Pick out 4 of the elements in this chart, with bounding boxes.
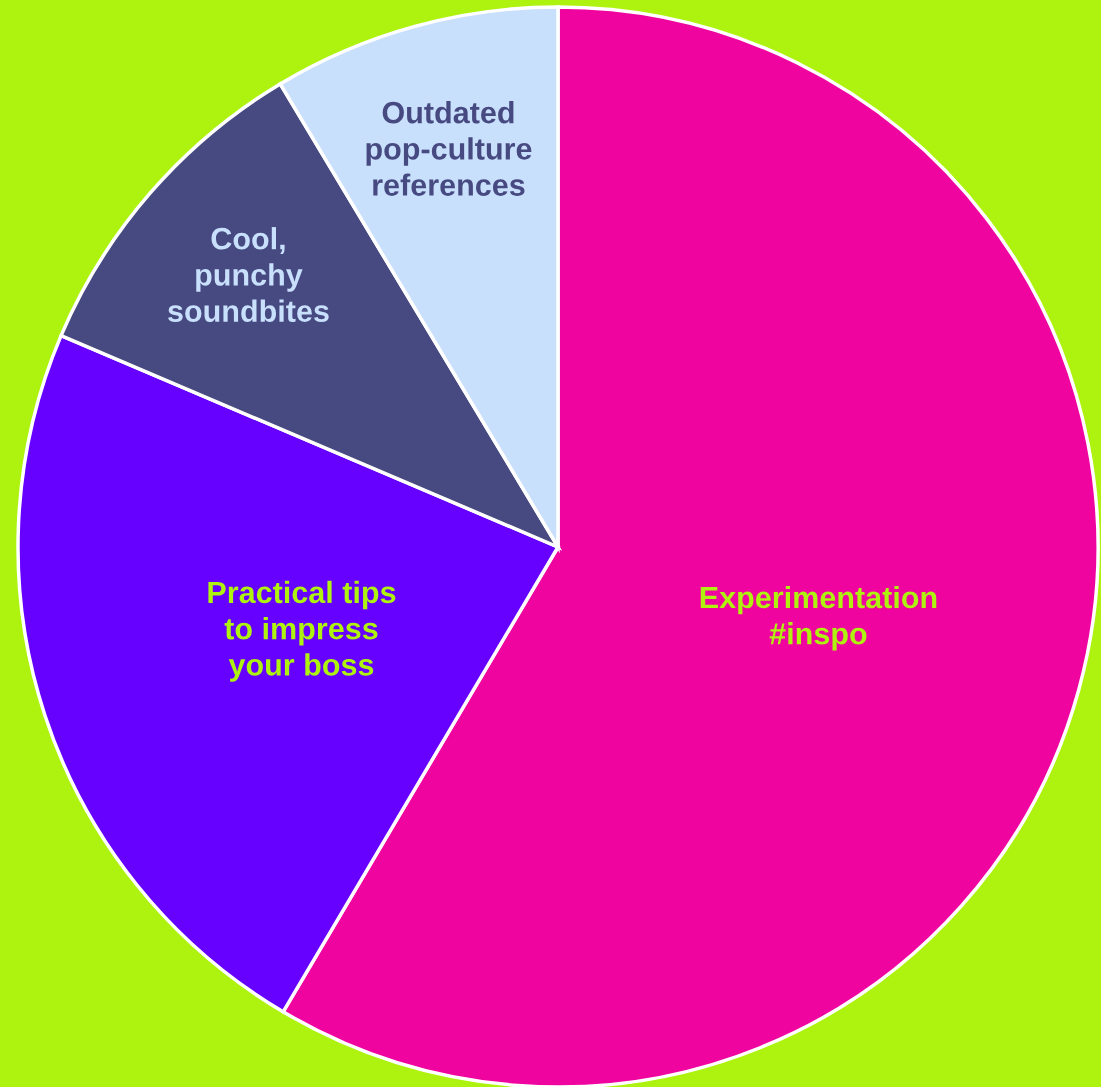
slice-label: Practical tips to impress your boss [208, 580, 396, 682]
slice-label: Outdated pop-culture references [366, 101, 532, 196]
slice-label: Experimentation #inspo [700, 585, 937, 651]
slice-label: Cool, punchy soundbites [168, 227, 329, 322]
